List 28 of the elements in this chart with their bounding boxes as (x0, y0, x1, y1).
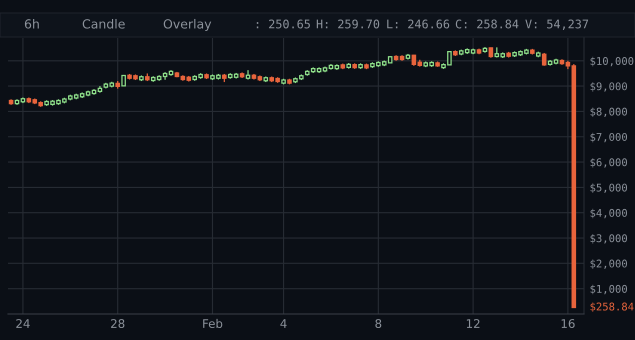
y-tick-label: $5,000 (590, 183, 627, 193)
x-tick-label: 12 (466, 319, 480, 328)
y-tick-label: $8,000 (590, 107, 627, 118)
x-tick-label: 28 (111, 319, 124, 328)
x-tick-label: 4 (280, 319, 287, 328)
y-tick-label: $3,000 (590, 234, 627, 244)
text: C: 258.84 (456, 20, 518, 28)
x-tick-label: 8 (375, 319, 382, 328)
y-tick-label: $9,000 (590, 82, 627, 92)
text: $258.84 (590, 302, 634, 312)
y-tick-label: $7,000 (590, 132, 627, 142)
y-tick-label: $4,000 (590, 208, 627, 218)
y-tick-label: $10,000 (590, 56, 634, 66)
text: V: 54,237 (525, 20, 588, 30)
text: Overlay (164, 18, 212, 32)
text: Candle (82, 18, 125, 29)
candlestick (246, 70, 250, 80)
x-tick-label: 24 (16, 319, 30, 328)
y-tick-label: $2,000 (590, 259, 627, 269)
text: H: 259.70 (316, 20, 380, 28)
candlestick (542, 52, 546, 66)
x-tick-label: Feb (203, 318, 222, 328)
y-tick-label: $1,000 (590, 284, 627, 294)
text: 6h (24, 18, 39, 29)
x-tick-label: 16 (562, 319, 575, 328)
text: : 250.65 (256, 20, 310, 28)
text: L: 246.66 (387, 20, 450, 28)
y-tick-label: $6,000 (590, 158, 627, 168)
